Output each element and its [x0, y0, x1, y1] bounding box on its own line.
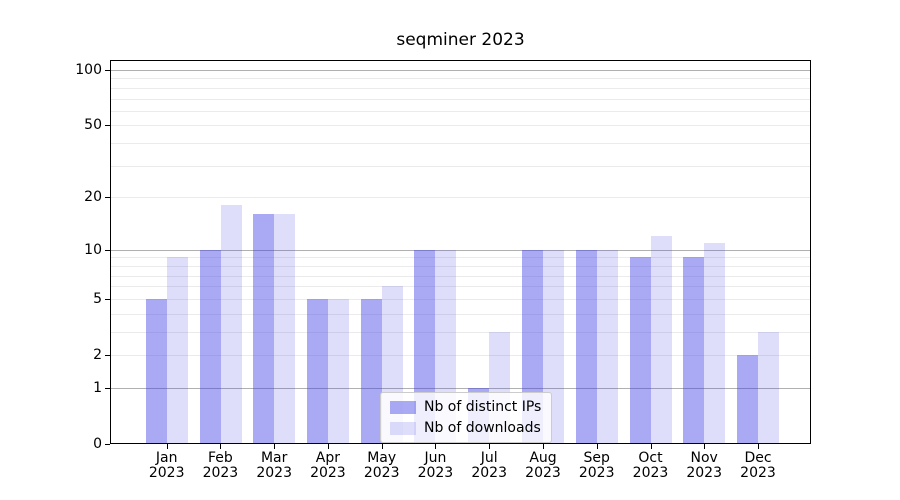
x-tick-label: Aug 2023	[525, 450, 561, 481]
gridline-major	[110, 249, 811, 251]
x-tick-label: Jan 2023	[148, 450, 185, 481]
bar-downloads-dec	[758, 331, 779, 444]
plot-area	[110, 60, 811, 444]
bar-ips-mar	[253, 214, 275, 444]
bar-downloads-oct	[650, 236, 672, 444]
y-axis-tick	[105, 70, 110, 71]
x-axis-tick	[327, 444, 329, 449]
bar-downloads-feb	[220, 205, 242, 444]
gridlines	[110, 60, 811, 444]
gridline-minor	[110, 313, 811, 315]
y-axis-tick	[105, 298, 110, 300]
x-tick-label: Jul 2023	[471, 450, 507, 481]
legend: Nb of distinct IPs Nb of downloads	[380, 392, 553, 443]
legend-item-downloads: Nb of downloads	[390, 420, 541, 436]
y-axis-tick	[105, 387, 110, 389]
chart-title: seqminer 2023	[396, 30, 525, 50]
bar-ips-dec	[737, 355, 758, 444]
y-axis-tick	[105, 125, 110, 127]
bar-ips-sep	[575, 249, 597, 444]
x-axis-tick	[435, 444, 437, 449]
y-axis-tick	[105, 355, 110, 356]
bars	[110, 60, 811, 444]
x-tick-label: May 2023	[363, 450, 400, 481]
x-tick-label: Oct 2023	[632, 450, 669, 481]
y-tick-label: 0	[93, 436, 102, 452]
bar-downloads-sep	[596, 249, 618, 444]
legend-label-downloads: Nb of downloads	[424, 420, 541, 436]
gridline-minor	[110, 78, 811, 80]
bar-downloads-mar	[274, 214, 296, 444]
x-tick-label: Feb 2023	[202, 450, 239, 481]
y-tick-label: 100	[75, 62, 102, 78]
x-tick-label: Jun 2023	[417, 450, 454, 481]
y-axis-tick	[105, 197, 110, 199]
legend-swatch-ips	[390, 400, 416, 414]
gridline-minor	[110, 355, 811, 356]
x-tick-label: Mar 2023	[256, 450, 292, 481]
y-tick-label: 10	[84, 241, 102, 258]
x-tick-label: Dec 2023	[740, 450, 776, 481]
x-axis-tick	[543, 444, 544, 449]
x-tick-label: Sep 2023	[578, 450, 615, 481]
gridline-major	[110, 387, 811, 389]
gridline-minor	[110, 257, 811, 259]
gridline-minor	[110, 197, 811, 199]
gridline-minor	[110, 331, 811, 333]
bar-ips-apr	[306, 298, 328, 444]
x-axis-tick	[274, 444, 276, 449]
x-axis-tick	[758, 444, 759, 449]
x-axis-tick	[166, 444, 168, 449]
gridline-minor	[110, 98, 811, 100]
bar-downloads-jan	[166, 257, 188, 444]
gridline-minor	[110, 265, 811, 267]
gridline-minor	[110, 87, 811, 89]
x-axis-tick	[220, 444, 222, 449]
x-axis-tick	[704, 444, 706, 449]
bar-ips-nov	[683, 257, 705, 444]
legend-swatch-downloads	[390, 421, 416, 435]
y-tick-label: 5	[93, 290, 102, 307]
gridline-minor	[110, 286, 811, 288]
bar-ips-oct	[629, 257, 651, 444]
legend-label-ips: Nb of distinct IPs	[424, 399, 542, 415]
x-tick-label: Nov 2023	[686, 450, 722, 481]
legend-item-ips: Nb of distinct IPs	[390, 399, 541, 415]
bar-downloads-apr	[327, 298, 349, 444]
bar-ips-feb	[199, 249, 221, 444]
y-axis-tick	[105, 249, 110, 251]
gridline-minor	[110, 143, 811, 145]
gridline-minor	[110, 110, 811, 112]
gridline-minor	[110, 165, 811, 167]
y-axis-tick	[105, 444, 110, 445]
bar-downloads-nov	[704, 242, 726, 444]
x-axis-tick	[650, 444, 652, 449]
y-tick-label: 20	[84, 189, 102, 206]
bar-ips-may	[360, 298, 382, 444]
x-tick-label: Apr 2023	[310, 450, 346, 481]
y-tick-label: 50	[84, 117, 102, 134]
gridline-major	[110, 70, 811, 71]
bar-ips-jan	[145, 298, 167, 444]
y-tick-label: 1	[93, 379, 102, 396]
x-axis-tick	[596, 444, 598, 449]
x-axis-tick	[381, 444, 383, 449]
x-axis-tick	[489, 444, 491, 449]
gridline-minor	[110, 275, 811, 277]
gridline-minor	[110, 298, 811, 300]
gridline-minor	[110, 125, 811, 127]
y-tick-label: 2	[93, 347, 102, 363]
